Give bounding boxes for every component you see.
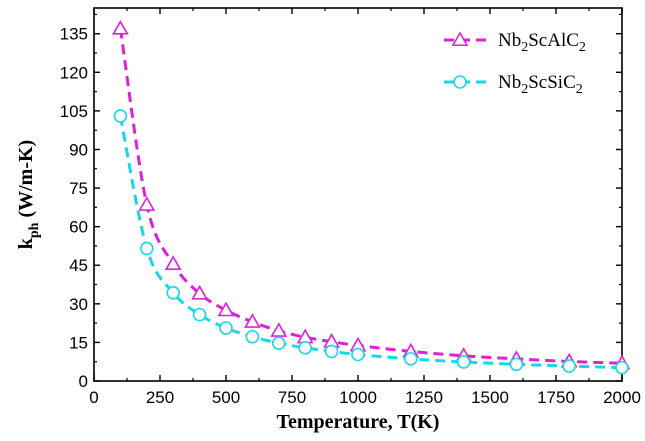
legend-label: Nb2ScAlC2 — [498, 30, 586, 55]
x-tick-label: 2000 — [603, 388, 641, 407]
series-line — [118, 115, 623, 370]
data-point — [271, 336, 286, 350]
legend-marker — [451, 31, 469, 47]
plot-border — [93, 7, 623, 382]
legend-label: Nb2ScSiC2 — [498, 72, 583, 97]
y-axis: 0 15 30 45 60 75 90 105 120 135 — [60, 13, 622, 391]
legend-marker — [453, 75, 467, 89]
data-point — [219, 321, 233, 335]
x-tick-label: 0 — [89, 388, 98, 407]
data-point — [298, 341, 313, 355]
y-axis-title-sub: ph — [27, 222, 42, 238]
y-tick-label: 90 — [69, 140, 88, 159]
x-axis: 0 250 500 750 1000 1250 1500 1750 2000 — [89, 8, 641, 407]
y-tick-label: 105 — [60, 102, 88, 121]
data-point — [140, 241, 154, 256]
data-point — [113, 109, 128, 123]
x-tick-label: 500 — [212, 388, 240, 407]
data-point — [456, 355, 471, 369]
legend: Nb2ScAlC2 Nb2ScSiC2 — [444, 30, 586, 97]
y-tick-label: 75 — [69, 179, 88, 198]
data-point — [244, 313, 261, 328]
y-tick-label: 30 — [69, 295, 88, 314]
data-point — [192, 307, 207, 322]
y-axis-title: kph (W/m-K) — [15, 140, 42, 249]
data-point — [112, 19, 129, 35]
x-tick-label: 1750 — [537, 388, 575, 407]
data-point — [615, 360, 629, 375]
y-tick-label: 15 — [69, 333, 88, 352]
plot-frame — [93, 7, 623, 382]
x-tick-label: 250 — [146, 388, 174, 407]
y-tick-label: 135 — [60, 25, 88, 44]
data-point — [351, 347, 365, 362]
series-line — [118, 28, 623, 365]
data-point — [245, 329, 260, 344]
data-point — [217, 301, 235, 317]
y-axis-title-unit: (W/m-K) — [15, 140, 37, 223]
series-layer — [112, 19, 631, 375]
y-axis-title-main: k — [15, 237, 37, 249]
data-point — [270, 322, 288, 337]
x-tick-label: 1250 — [405, 388, 443, 407]
data-point — [562, 359, 577, 373]
x-tick-label: 750 — [278, 388, 306, 407]
data-point — [324, 344, 339, 359]
data-point — [164, 255, 182, 271]
data-point — [403, 352, 418, 366]
data-point — [138, 196, 156, 211]
data-point — [509, 357, 524, 372]
data-point — [191, 284, 208, 300]
x-axis-title: Temperature, T(K) — [277, 411, 440, 433]
y-tick-label: 60 — [69, 218, 88, 237]
x-tick-label: 1000 — [339, 388, 377, 407]
y-tick-label: 0 — [79, 372, 88, 391]
y-tick-label: 45 — [69, 256, 88, 275]
series-2 — [113, 109, 629, 375]
y-tick-label: 120 — [60, 63, 88, 82]
data-point — [166, 285, 180, 300]
x-tick-label: 1500 — [471, 388, 509, 407]
